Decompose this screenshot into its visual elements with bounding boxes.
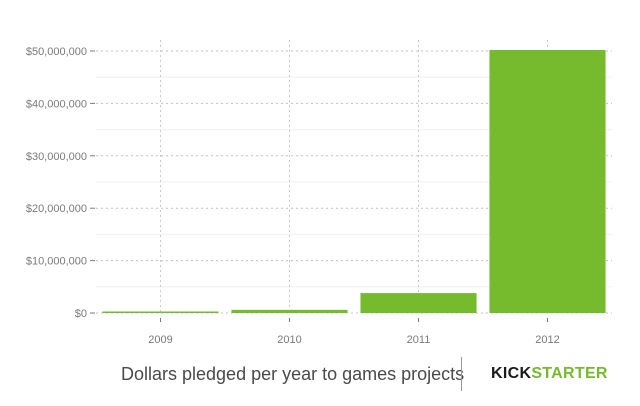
x-tick-label: 2009 <box>148 334 172 346</box>
y-tick-label: $10,000,000 <box>26 256 87 268</box>
kickstarter-logo: KICKSTARTER <box>491 365 608 383</box>
y-tick-label: $40,000,000 <box>26 98 87 110</box>
x-axis: 2009 2010 2011 2012 <box>148 318 560 346</box>
y-tick-label: $20,000,000 <box>26 203 87 215</box>
x-tick-label: 2010 <box>277 334 301 346</box>
caption-divider <box>461 357 462 391</box>
bar-2009 <box>102 311 219 313</box>
logo-part-starter: STARTER <box>531 365 608 382</box>
logo-part-kick: KICK <box>491 365 532 382</box>
y-axis: $0 $10,000,000 $20,000,000 $30,000,000 $40,0… <box>26 46 95 320</box>
y-tick-label: $0 <box>75 308 87 320</box>
x-tick-label: 2012 <box>535 334 559 346</box>
bar-2011 <box>360 293 477 313</box>
x-tick-label: 2011 <box>407 334 431 346</box>
y-tick-label: $30,000,000 <box>26 151 87 163</box>
bar-2012 <box>489 49 606 314</box>
bar-2010 <box>231 309 348 313</box>
y-tick-label: $50,000,000 <box>26 46 87 58</box>
chart-caption: Dollars pledged per year to games projec… <box>121 364 465 384</box>
bars <box>102 49 606 314</box>
